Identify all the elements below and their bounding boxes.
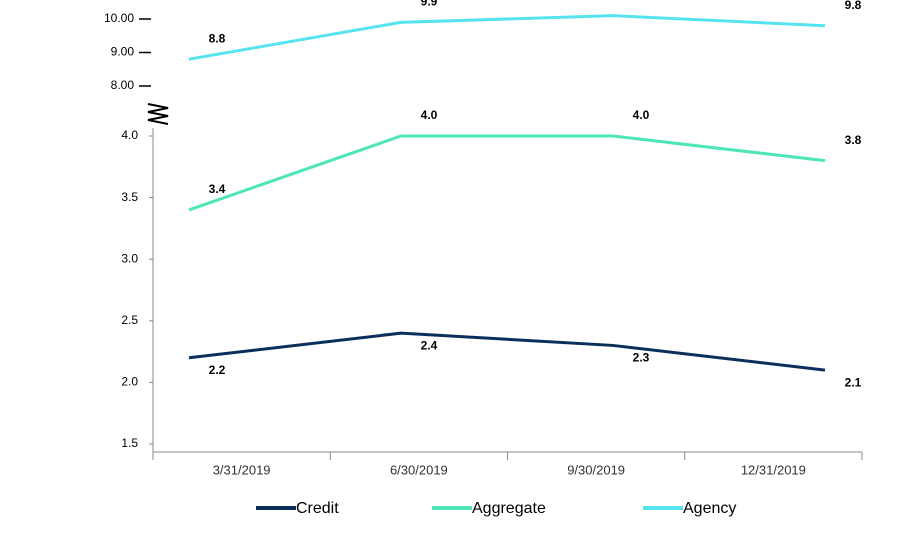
- data-label: 2.4: [421, 338, 438, 352]
- y-tick-label: 1.5: [121, 436, 138, 450]
- legend-label: Agency: [683, 500, 736, 517]
- series-line: [188, 331, 826, 372]
- y-tick-label: 3.0: [121, 251, 138, 265]
- series-line: [188, 134, 826, 212]
- series-line: [188, 14, 826, 61]
- data-label: 2.3: [633, 351, 650, 365]
- y-tick-label: 2.5: [121, 313, 138, 327]
- data-label: 2.2: [209, 363, 226, 377]
- y2-tick-label: 8.00: [111, 78, 135, 92]
- data-label: 10.1: [629, 0, 653, 2]
- x-tick-label: 3/31/2019: [213, 462, 271, 477]
- axis-break: [147, 103, 169, 125]
- x-tick-label: 6/30/2019: [390, 462, 448, 477]
- x-tick-label: 12/31/2019: [741, 462, 806, 477]
- legend-label: Credit: [296, 500, 339, 517]
- data-label: 2.1: [845, 375, 862, 389]
- x-tick-label: 9/30/2019: [567, 462, 625, 477]
- data-label: 8.8: [209, 31, 226, 45]
- data-label: 4.0: [633, 108, 650, 122]
- y-tick-label: 3.5: [121, 190, 138, 204]
- data-label: 9.8: [845, 0, 862, 12]
- data-label: 9.9: [421, 0, 438, 9]
- legend-label: Aggregate: [472, 500, 546, 517]
- data-label: 3.4: [209, 182, 226, 196]
- y-tick-label: 4.0: [121, 128, 138, 142]
- y2-tick-label: 9.00: [111, 45, 135, 59]
- y-tick-label: 2.0: [121, 375, 138, 389]
- y2-tick-label: 10.00: [104, 11, 134, 25]
- data-label: 3.8: [845, 133, 862, 147]
- data-label: 4.0: [421, 108, 438, 122]
